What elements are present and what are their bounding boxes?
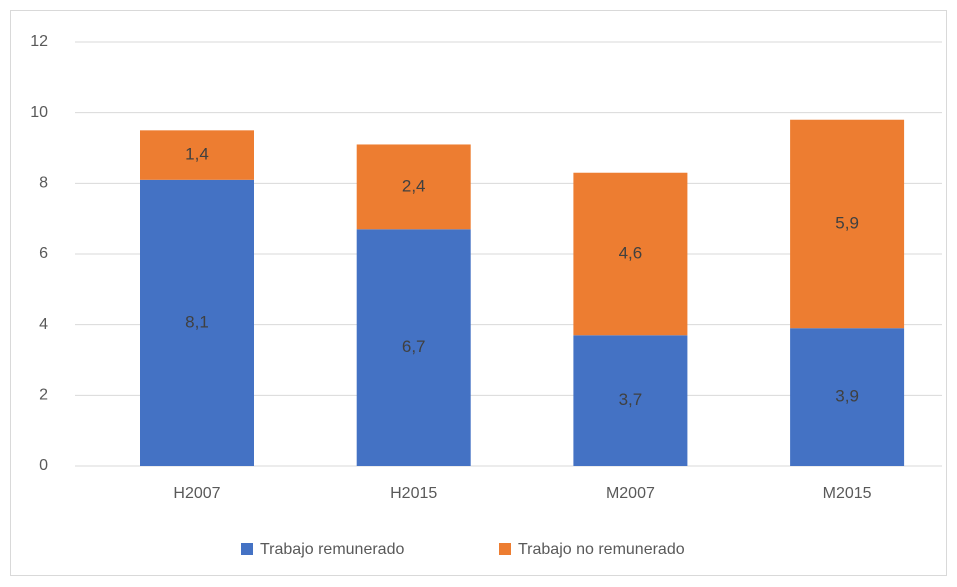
y-tick-label: 10 bbox=[30, 104, 48, 121]
legend-swatch bbox=[241, 543, 253, 555]
x-tick-label: H2007 bbox=[173, 485, 220, 502]
data-label: 8,1 bbox=[185, 312, 209, 331]
bar-segment bbox=[790, 119, 905, 329]
bar-segment bbox=[356, 144, 471, 230]
y-tick-label: 4 bbox=[39, 316, 48, 333]
bar-segment bbox=[140, 179, 254, 467]
y-tick-label: 2 bbox=[39, 387, 48, 404]
bar-segment bbox=[356, 229, 471, 466]
data-label: 4,6 bbox=[619, 243, 643, 262]
data-label: 2,4 bbox=[402, 176, 426, 195]
bar-segment bbox=[140, 130, 254, 180]
x-tick-label: M2015 bbox=[823, 485, 872, 502]
data-label: 6,7 bbox=[402, 337, 426, 356]
legend-swatch bbox=[499, 543, 511, 555]
data-label: 1,4 bbox=[185, 145, 209, 164]
bar-segment bbox=[573, 335, 688, 466]
data-label: 3,7 bbox=[619, 390, 643, 409]
data-label: 3,9 bbox=[835, 387, 859, 406]
x-tick-label: H2015 bbox=[390, 485, 437, 502]
bar-segment bbox=[790, 328, 905, 466]
x-tick-label: M2007 bbox=[606, 485, 655, 502]
y-tick-label: 8 bbox=[39, 175, 48, 192]
legend-label: Trabajo no remunerado bbox=[518, 541, 685, 558]
legend-label: Trabajo remunerado bbox=[260, 541, 404, 558]
y-tick-label: 0 bbox=[39, 457, 48, 474]
bar-segment bbox=[573, 172, 688, 336]
y-tick-label: 12 bbox=[30, 33, 48, 50]
data-label: 5,9 bbox=[835, 213, 859, 232]
y-tick-label: 6 bbox=[39, 245, 48, 262]
